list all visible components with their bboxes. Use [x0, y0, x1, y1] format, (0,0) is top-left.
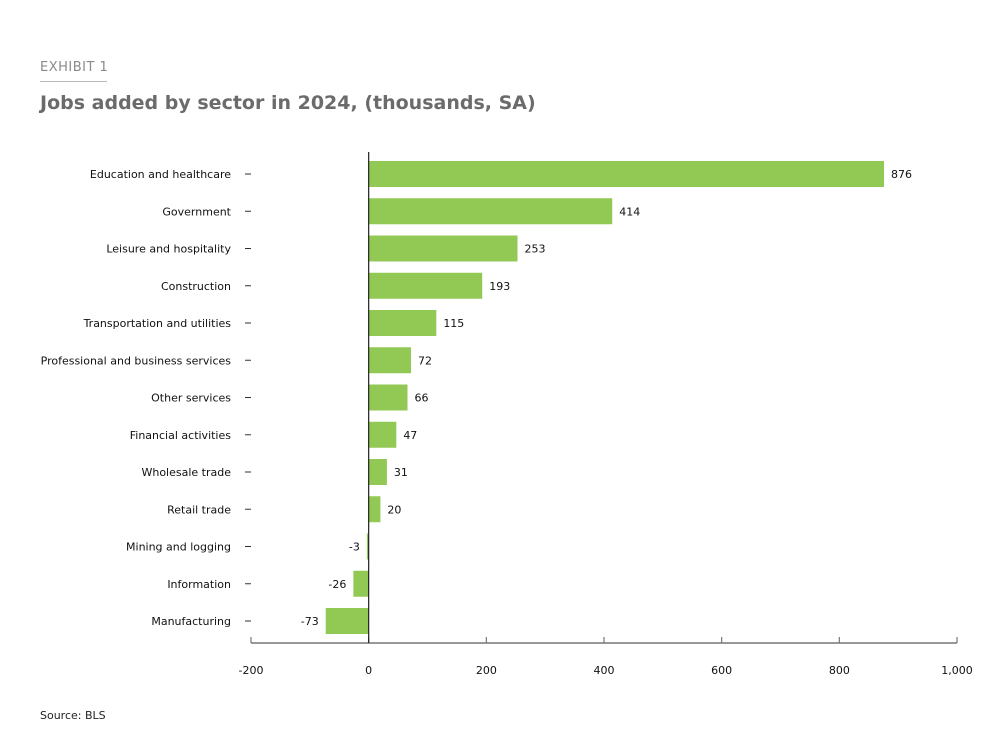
- bar: [368, 421, 397, 448]
- data-label: 414: [619, 205, 640, 218]
- source-note: Source: BLS: [40, 709, 106, 722]
- category-label: Information: [167, 578, 231, 591]
- bar: [368, 310, 437, 336]
- data-label: 253: [525, 243, 546, 256]
- category-label: Education and healthcare: [90, 168, 231, 181]
- category-label: Manufacturing: [151, 615, 231, 628]
- data-label: 31: [394, 466, 408, 479]
- x-tick-label: 1,000: [941, 664, 973, 677]
- data-label: 193: [489, 280, 510, 293]
- bar: [325, 608, 369, 634]
- bar: [368, 496, 381, 523]
- data-label: -26: [328, 578, 346, 591]
- bar: [368, 198, 613, 225]
- x-tick-label: -200: [239, 664, 264, 677]
- bar: [368, 384, 408, 411]
- category-label: Transportation and utilities: [83, 317, 232, 330]
- bar: [368, 347, 412, 374]
- exhibit-label: EXHIBIT 1: [40, 60, 109, 75]
- bar: [368, 235, 518, 262]
- data-label: 47: [403, 429, 417, 442]
- category-label: Construction: [161, 280, 231, 293]
- category-label: Leisure and hospitality: [106, 243, 231, 256]
- category-label: Wholesale trade: [141, 466, 231, 479]
- data-label: 20: [387, 503, 401, 516]
- data-label: -73: [301, 615, 319, 628]
- exhibit-divider: [40, 81, 107, 82]
- data-label: -3: [349, 541, 360, 554]
- category-label: Retail trade: [167, 503, 231, 516]
- bar: [368, 161, 885, 187]
- data-label: 115: [443, 317, 464, 330]
- category-label: Professional and business services: [41, 354, 232, 367]
- chart-title: Jobs added by sector in 2024, (thousands…: [40, 92, 536, 114]
- category-label: Mining and logging: [126, 541, 231, 554]
- data-label: 66: [414, 392, 428, 405]
- bar: [368, 272, 483, 299]
- x-tick-label: 0: [365, 664, 372, 677]
- bar: [353, 570, 369, 597]
- x-tick-label: 400: [594, 664, 615, 677]
- x-tick-label: 200: [476, 664, 497, 677]
- bar: [368, 459, 387, 485]
- x-tick-label: 600: [711, 664, 732, 677]
- data-label: 876: [891, 168, 912, 181]
- category-label: Other services: [151, 392, 231, 405]
- data-label: 72: [418, 354, 432, 367]
- category-label: Government: [162, 205, 231, 218]
- bar: [366, 533, 369, 560]
- x-tick-label: 800: [829, 664, 850, 677]
- category-label: Financial activities: [130, 429, 232, 442]
